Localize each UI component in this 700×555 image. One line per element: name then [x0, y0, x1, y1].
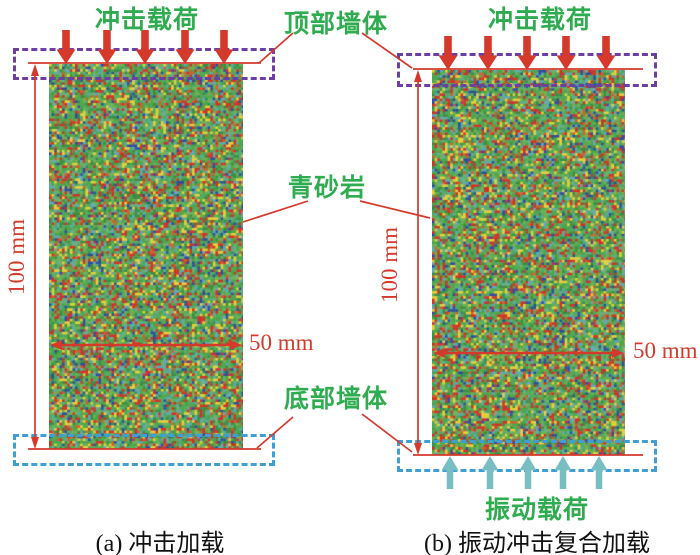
- width-dimension-label-a: 50 mm: [249, 330, 314, 355]
- specimen-particles-b: [432, 70, 625, 455]
- caption-panel-b: (b) 振动冲击复合加载: [424, 531, 650, 555]
- height-dimension-a: [31, 64, 39, 449]
- height-dimension-label-a: 100 mm: [4, 218, 29, 296]
- caption-panel-a: (a) 冲击加载: [95, 531, 225, 555]
- vibration-load-label-b: 振动载荷: [484, 495, 590, 524]
- sandstone-leader-left: [242, 200, 309, 223]
- width-dimension-label-b: 50 mm: [633, 338, 698, 363]
- top-wall-label: 顶部墙体: [283, 9, 389, 38]
- specimen-particles-a: [49, 64, 243, 449]
- impact-load-label-b: 冲击载荷: [487, 5, 593, 34]
- bottom-wall-label: 底部墙体: [283, 384, 389, 413]
- sandstone-label: 青砂岩: [287, 173, 367, 202]
- height-dimension-b: [414, 70, 422, 455]
- height-dimension-label-b: 100 mm: [377, 226, 402, 304]
- bottom-wall-box-a: [13, 434, 275, 466]
- impact-load-label-a: 冲击载荷: [94, 5, 200, 34]
